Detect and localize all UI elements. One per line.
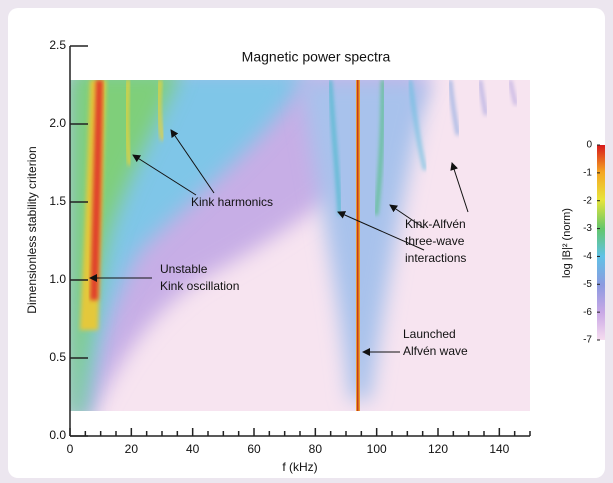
x-tick-label: 140 [489,442,509,456]
annotation: Kink oscillation [160,279,239,293]
annotation: three-wave [405,234,465,248]
y-axis-label: Dimensionless stability criterion [25,146,39,313]
y-tick-label: 1.5 [49,194,66,208]
x-tick-label: 20 [125,442,139,456]
annotation: Kink-Alfvén [405,217,466,231]
y-tick-label: 0.5 [49,350,66,364]
x-tick-label: 80 [309,442,323,456]
arrows [89,129,469,356]
x-tick-label: 120 [428,442,448,456]
annotation: Unstable [160,262,208,276]
annotation: interactions [405,251,466,265]
colorbar-tick-label: -5 [583,279,592,290]
y-tick-label: 2.5 [49,38,66,52]
colorbar-tick-label: -2 [583,195,592,206]
y-tick-label: 2.0 [49,116,66,130]
chart-title: Magnetic power spectra [242,49,391,65]
x-axis-label: f (kHz) [282,460,317,474]
y-tick-label: 1.0 [49,272,66,286]
y-tick-label: 0.0 [49,428,66,442]
colorbar-tick-label: -4 [583,251,592,262]
colorbar [597,145,605,340]
x-tick-label: 40 [186,442,200,456]
annotation: Launched [403,327,456,341]
colorbar-tick-label: -6 [583,307,592,318]
colorbar-tick-label: -1 [583,167,592,178]
annotation: Kink harmonics [191,195,273,209]
colorbar-tick-label: -3 [583,223,592,234]
colorbar-label: log |B|² (norm) [561,208,573,278]
annotation: Alfvén wave [403,344,468,358]
colorbar-tick-label: 0 [586,140,592,151]
x-tick-label: 100 [367,442,387,456]
heatmap [70,80,530,411]
x-tick-label: 60 [247,442,261,456]
x-tick-label: 0 [67,442,74,456]
colorbar-tick-label: -7 [583,335,592,346]
